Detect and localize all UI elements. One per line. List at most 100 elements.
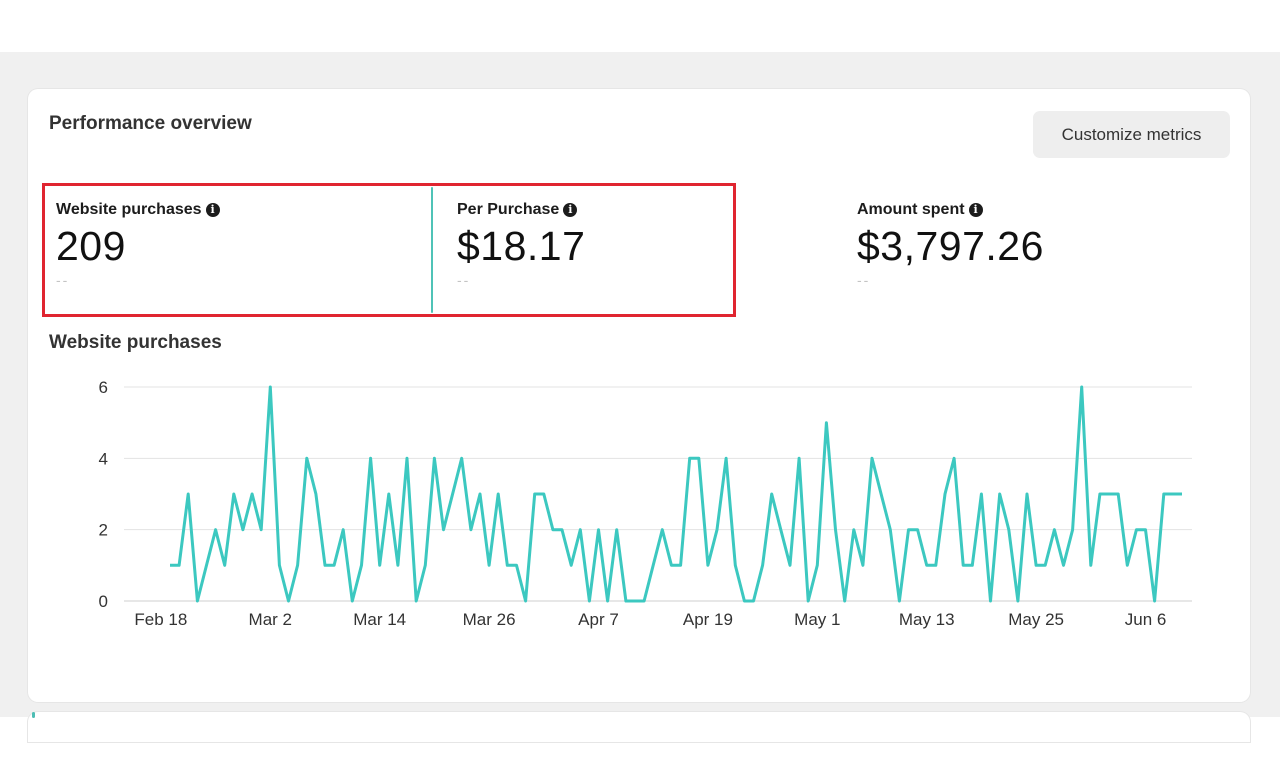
data-point[interactable]: [567, 561, 575, 569]
data-point[interactable]: [1005, 526, 1013, 534]
data-point[interactable]: [923, 561, 931, 569]
metric-per-purchase[interactable]: Per Purchase i $18.17 --: [457, 189, 827, 314]
data-point[interactable]: [704, 561, 712, 569]
metric-amount-spent[interactable]: Amount spent i $3,797.26 --: [857, 189, 1227, 314]
data-point[interactable]: [595, 526, 603, 534]
info-icon[interactable]: i: [205, 203, 220, 217]
data-point[interactable]: [859, 561, 867, 569]
data-point[interactable]: [886, 526, 894, 534]
data-point[interactable]: [1023, 490, 1031, 498]
data-point[interactable]: [1178, 490, 1186, 498]
data-point[interactable]: [558, 526, 566, 534]
data-point[interactable]: [786, 561, 794, 569]
data-point[interactable]: [749, 597, 757, 605]
data-point[interactable]: [914, 526, 922, 534]
data-point[interactable]: [330, 561, 338, 569]
data-point[interactable]: [540, 490, 548, 498]
data-point[interactable]: [458, 454, 466, 462]
data-point[interactable]: [257, 526, 265, 534]
data-point[interactable]: [357, 561, 365, 569]
data-point[interactable]: [184, 490, 192, 498]
data-point[interactable]: [622, 597, 630, 605]
data-point[interactable]: [822, 419, 830, 427]
data-point[interactable]: [977, 490, 985, 498]
data-point[interactable]: [968, 561, 976, 569]
data-point[interactable]: [467, 526, 475, 534]
data-point[interactable]: [631, 597, 639, 605]
data-point[interactable]: [221, 561, 229, 569]
data-point[interactable]: [1123, 561, 1131, 569]
data-point[interactable]: [248, 490, 256, 498]
data-point[interactable]: [385, 490, 393, 498]
data-point[interactable]: [804, 597, 812, 605]
data-point[interactable]: [312, 490, 320, 498]
data-point[interactable]: [987, 597, 995, 605]
data-point[interactable]: [531, 490, 539, 498]
data-point[interactable]: [193, 597, 201, 605]
data-point[interactable]: [202, 561, 210, 569]
data-point[interactable]: [686, 454, 694, 462]
data-point[interactable]: [1160, 490, 1168, 498]
data-point[interactable]: [549, 526, 557, 534]
data-point[interactable]: [440, 526, 448, 534]
data-point[interactable]: [522, 597, 530, 605]
data-point[interactable]: [1050, 526, 1058, 534]
customize-metrics-button[interactable]: Customize metrics: [1033, 111, 1230, 158]
info-icon[interactable]: i: [563, 203, 578, 217]
data-point[interactable]: [494, 490, 502, 498]
data-point[interactable]: [667, 561, 675, 569]
data-point[interactable]: [759, 561, 767, 569]
data-point[interactable]: [449, 490, 457, 498]
data-point[interactable]: [604, 597, 612, 605]
data-point[interactable]: [585, 597, 593, 605]
data-point[interactable]: [731, 561, 739, 569]
data-point[interactable]: [430, 454, 438, 462]
data-point[interactable]: [576, 526, 584, 534]
data-point[interactable]: [932, 561, 940, 569]
data-point[interactable]: [649, 561, 657, 569]
data-point[interactable]: [166, 561, 174, 569]
data-point[interactable]: [1087, 561, 1095, 569]
data-point[interactable]: [695, 454, 703, 462]
data-point[interactable]: [294, 561, 302, 569]
data-point[interactable]: [996, 490, 1004, 498]
data-point[interactable]: [941, 490, 949, 498]
data-point[interactable]: [476, 490, 484, 498]
data-point[interactable]: [613, 526, 621, 534]
data-point[interactable]: [768, 490, 776, 498]
data-point[interactable]: [640, 597, 648, 605]
data-point[interactable]: [348, 597, 356, 605]
data-point[interactable]: [485, 561, 493, 569]
data-point[interactable]: [403, 454, 411, 462]
data-point[interactable]: [868, 454, 876, 462]
data-point[interactable]: [367, 454, 375, 462]
data-point[interactable]: [777, 526, 785, 534]
data-point[interactable]: [1069, 526, 1077, 534]
data-point[interactable]: [722, 454, 730, 462]
data-point[interactable]: [677, 561, 685, 569]
data-point[interactable]: [412, 597, 420, 605]
data-point[interactable]: [175, 561, 183, 569]
data-point[interactable]: [904, 526, 912, 534]
data-point[interactable]: [713, 526, 721, 534]
data-point[interactable]: [795, 454, 803, 462]
data-point[interactable]: [512, 561, 520, 569]
data-point[interactable]: [239, 526, 247, 534]
info-icon[interactable]: i: [968, 203, 983, 217]
data-point[interactable]: [1151, 597, 1159, 605]
data-point[interactable]: [394, 561, 402, 569]
data-point[interactable]: [740, 597, 748, 605]
data-point[interactable]: [950, 454, 958, 462]
data-point[interactable]: [503, 561, 511, 569]
data-point[interactable]: [959, 561, 967, 569]
data-point[interactable]: [285, 597, 293, 605]
data-point[interactable]: [1078, 383, 1086, 391]
data-point[interactable]: [376, 561, 384, 569]
metric-website-purchases[interactable]: Website purchases i 209 --: [56, 189, 426, 314]
data-point[interactable]: [841, 597, 849, 605]
data-point[interactable]: [421, 561, 429, 569]
data-point[interactable]: [877, 490, 885, 498]
data-point[interactable]: [212, 526, 220, 534]
data-point[interactable]: [813, 561, 821, 569]
data-point[interactable]: [303, 454, 311, 462]
